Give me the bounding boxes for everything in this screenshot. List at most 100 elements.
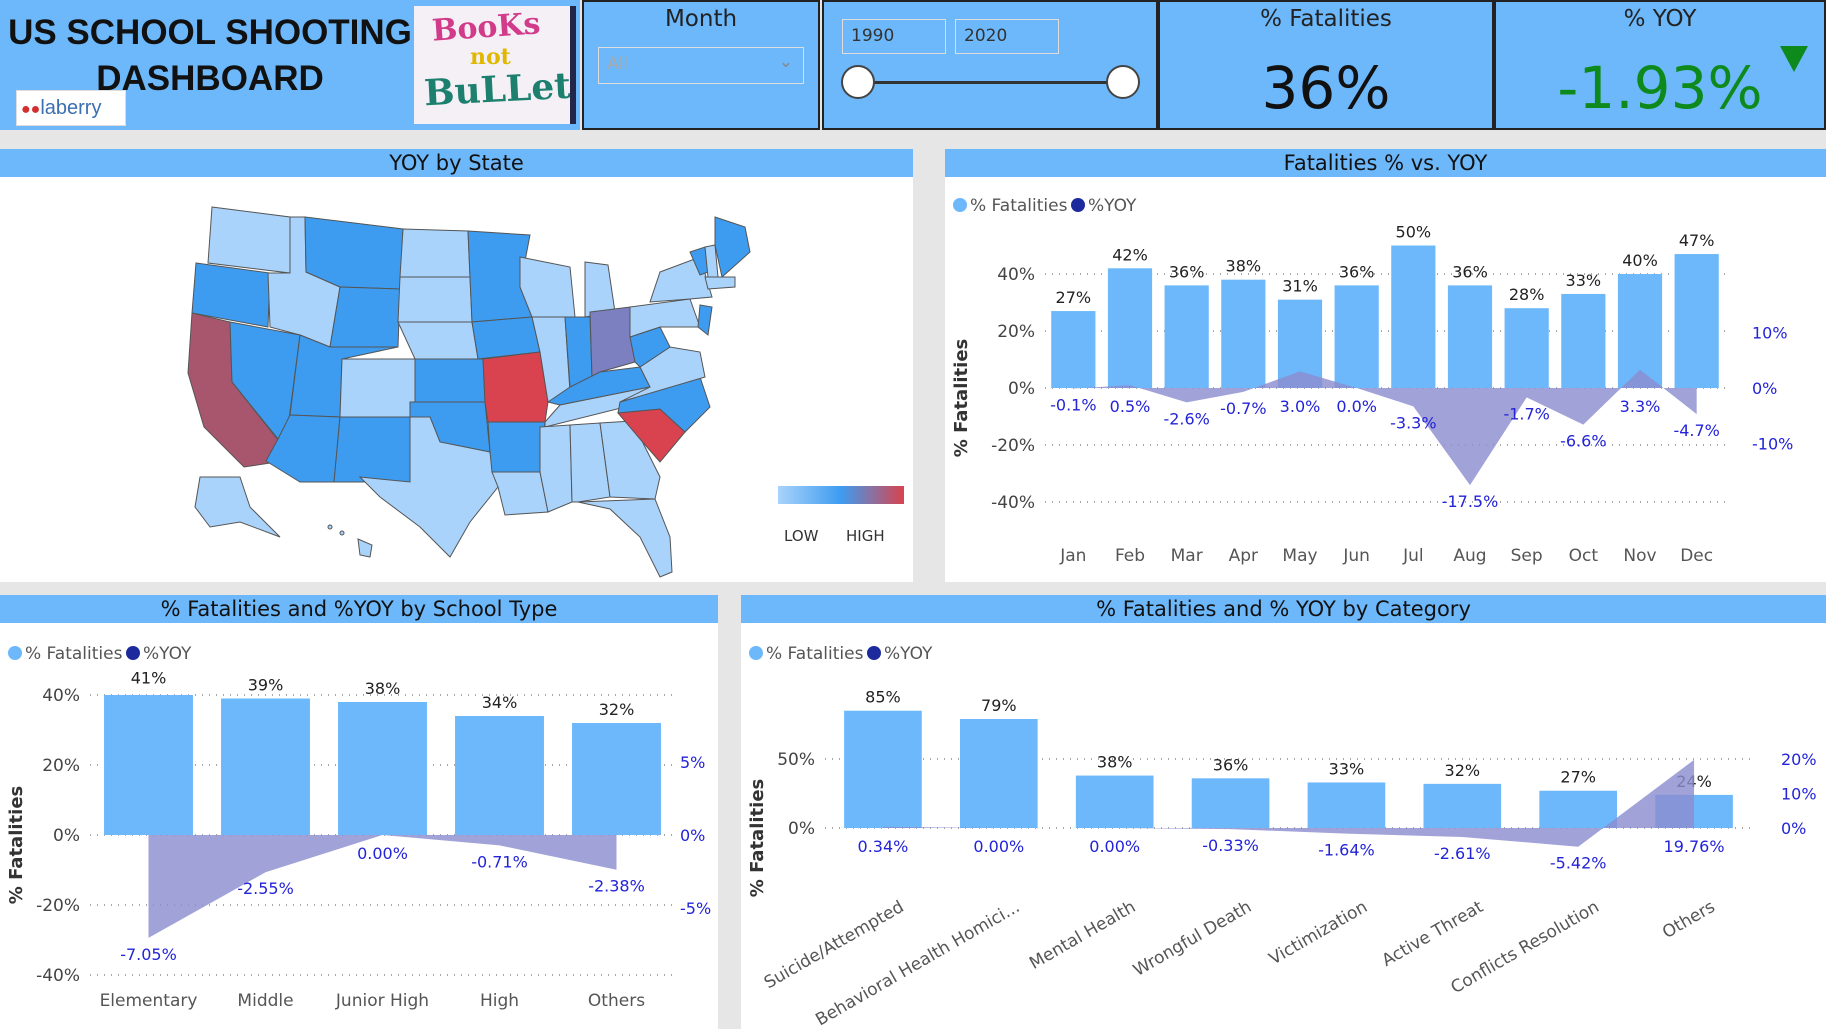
legend-yoy-label: %YOY [884, 644, 933, 664]
bar-3 [1221, 279, 1266, 388]
year-to-input[interactable]: 2020 [955, 19, 1059, 54]
bar-value-label: 41% [131, 669, 167, 688]
school-type-chart-title: % Fatalities and %YOY by School Type [0, 595, 718, 623]
state-new-mexico[interactable] [333, 416, 411, 483]
bar-value-label: 36% [1213, 755, 1249, 774]
bar-value-label: 33% [1566, 271, 1602, 290]
yoy-value-label: -0.33% [1202, 836, 1259, 855]
bar-1 [221, 698, 310, 835]
x-category-label: Junior High [335, 991, 429, 1011]
bar-value-label: 38% [365, 679, 401, 698]
state-montana[interactable] [304, 216, 404, 290]
state-arkansas[interactable] [487, 421, 546, 473]
bar-3 [455, 716, 544, 835]
bar-value-label: 34% [482, 693, 518, 712]
state-pennsylvania[interactable] [629, 298, 701, 338]
x-category-label: Victimization [1266, 897, 1371, 969]
month-filter-label: Month [664, 6, 738, 32]
yoy-value-label: -6.6% [1560, 432, 1606, 451]
state-alabama[interactable] [569, 422, 611, 503]
year-slider-handle-end[interactable] [1106, 65, 1140, 99]
yoy-value-label: -17.5% [1442, 492, 1499, 511]
bar-0 [1051, 311, 1096, 388]
state-florida[interactable] [577, 498, 673, 578]
state-nebraska[interactable] [397, 321, 479, 360]
state-ohio[interactable] [589, 306, 636, 378]
yoy-value-label: 0.00% [1089, 837, 1140, 856]
bar-value-label: 32% [1445, 761, 1481, 780]
yoy-value-label: -0.71% [471, 852, 528, 871]
bar-1 [959, 718, 1038, 828]
state-indiana[interactable] [564, 316, 593, 388]
x-category-label: Others [1659, 897, 1719, 943]
y2-tick-label: 0% [1752, 379, 1777, 398]
bar-10 [1617, 274, 1663, 388]
legend-fatalities-icon [953, 198, 967, 212]
month-filter-tile: Month All ⌄ [582, 0, 820, 130]
bar-2 [1075, 775, 1154, 828]
yoy-value-label: -2.6% [1163, 409, 1209, 428]
y-tick-label: 0% [53, 826, 80, 846]
yoy-value-label: 0.5% [1110, 397, 1151, 416]
bar-value-label: 38% [1226, 257, 1262, 276]
monthly-fatalities-yoy-chart: % Fatalities %YOY % Fatalities 40% 20% 0% -20%… [951, 196, 1793, 566]
bar-0 [104, 695, 193, 835]
x-category-label: Mar [1171, 546, 1203, 566]
monthly-chart-panel: Fatalities % vs. YOY % Fatalities %YOY% F… [945, 149, 1826, 582]
school-type-chart: % Fatalities %YOY % Fatalities 40% 20% 0% -20%… [6, 644, 711, 1011]
kpi-fatalities-label: % Fatalities [1260, 6, 1392, 32]
state-kansas[interactable] [414, 358, 486, 403]
map-legend-high: HIGH [846, 527, 885, 545]
state-maine[interactable] [714, 216, 751, 278]
y-tick-label: 50% [777, 750, 815, 770]
state-north-dakota[interactable] [399, 228, 471, 278]
bar-value-label: 50% [1396, 223, 1432, 242]
bar-6 [1539, 790, 1618, 828]
legend-yoy-icon [1071, 198, 1085, 212]
yoy-value-label: -2.61% [1434, 844, 1491, 863]
bar-5 [1423, 783, 1502, 828]
state-iowa[interactable] [471, 316, 541, 360]
state-hawaii[interactable] [357, 538, 373, 558]
state-south-dakota[interactable] [397, 276, 473, 323]
bar-value-label: 33% [1329, 759, 1365, 778]
yoy-value-label: -2.55% [237, 879, 294, 898]
state-michigan[interactable] [584, 261, 616, 318]
yoy-area [1073, 369, 1697, 486]
legend-yoy-label: %YOY [1088, 196, 1137, 216]
state-missouri[interactable] [482, 351, 549, 423]
x-category-label: Aug [1453, 546, 1486, 566]
month-dropdown[interactable]: All ⌄ [598, 47, 804, 84]
y2-tick-label: -10% [1752, 435, 1793, 454]
y2-tick-label: -5% [680, 899, 711, 918]
state-oregon[interactable] [191, 262, 271, 328]
bar-value-label: 38% [1097, 753, 1133, 772]
yoy-value-label: 0.00% [973, 837, 1024, 856]
state-new-jersey[interactable] [697, 304, 713, 336]
state-colorado[interactable] [339, 358, 416, 418]
state-massachusetts[interactable] [704, 276, 736, 290]
state-alaska[interactable] [194, 476, 281, 538]
bar-value-label: 28% [1509, 285, 1545, 304]
y-axis-title: % Fatalities [6, 786, 27, 904]
bar-value-label: 85% [865, 688, 901, 707]
x-category-label: High [480, 991, 519, 1011]
cherry-icon: ●● [21, 101, 41, 118]
state-wyoming[interactable] [329, 286, 401, 348]
year-slider-track[interactable] [860, 81, 1122, 84]
x-category-label: Others [588, 991, 645, 1011]
y-tick-label: 20% [42, 756, 80, 776]
state-louisiana[interactable] [491, 471, 549, 516]
bar-4 [572, 723, 661, 835]
year-slider-handle-start[interactable] [841, 65, 875, 99]
state-texas[interactable] [358, 416, 499, 558]
y-tick-label: -40% [991, 493, 1035, 513]
y-tick-label: 40% [997, 265, 1035, 285]
year-from-input[interactable]: 1990 [842, 19, 946, 54]
yoy-value-label: -5.42% [1550, 854, 1607, 873]
bar-value-label: 27% [1056, 288, 1092, 307]
state-mississippi[interactable] [539, 424, 573, 513]
state-washington[interactable] [207, 206, 291, 274]
y2-tick-label: 20% [1781, 750, 1817, 769]
state-wisconsin[interactable] [519, 256, 576, 318]
